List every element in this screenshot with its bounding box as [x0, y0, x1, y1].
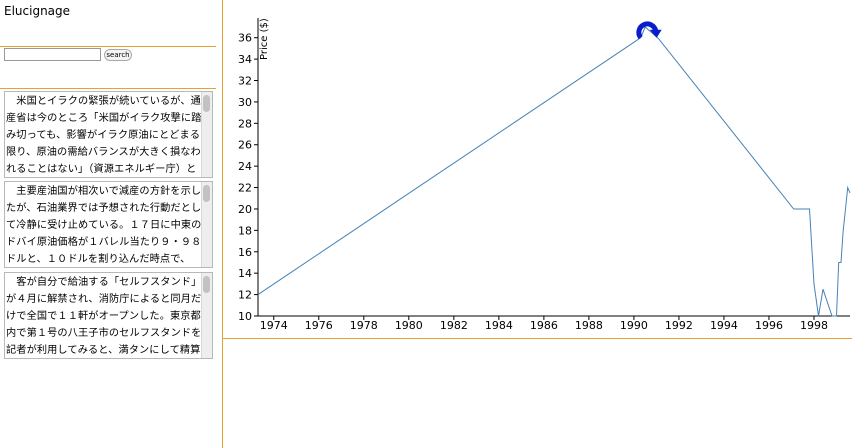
search-divider: [0, 88, 216, 89]
y-tick-label: 20: [238, 203, 252, 216]
y-tick-label: 26: [238, 139, 252, 152]
article-scrollbar[interactable]: [201, 92, 212, 177]
article-scrollbar[interactable]: [201, 273, 212, 358]
scroll-thumb[interactable]: [203, 95, 210, 112]
x-tick-label: 1982: [440, 319, 468, 332]
series-layer: [257, 26, 851, 317]
x-tick-label: 1992: [665, 319, 693, 332]
y-tick-label: 10: [238, 310, 252, 323]
y-tick-label: 16: [238, 246, 252, 259]
app-title: Elucignage: [4, 4, 71, 18]
x-tick-label: 1994: [710, 319, 738, 332]
x-axis: 1974 1976 1978 1980 1982 1984 1986 1988 1990 1992…: [258, 315, 850, 332]
article-item[interactable]: 客が自分で給油する「セルフスタンド」が４月に解禁され、消防庁によると同月だけで全…: [4, 272, 213, 359]
x-tick-label: 1976: [305, 319, 333, 332]
x-tick-label: 1974: [260, 319, 288, 332]
y-axis: 10 12 14 16 18 20 22 24 26 28 30 32 34 36: [238, 18, 259, 323]
clockwise-arrow-icon[interactable]: [636, 21, 662, 40]
y-tick-label: 24: [238, 160, 252, 173]
x-tick-label: 1984: [485, 319, 513, 332]
x-tick-label: 1986: [530, 319, 558, 332]
x-tick-label: 1988: [575, 319, 603, 332]
article-text: 米国とイラクの緊張が続いているが、通産省は今のところ「米国がイラク攻撃に踏み切っ…: [6, 96, 202, 175]
x-tick-label: 1996: [755, 319, 783, 332]
article-item[interactable]: 米国とイラクの緊張が続いているが、通産省は今のところ「米国がイラク攻撃に踏み切っ…: [4, 91, 213, 178]
header-divider: [0, 46, 216, 47]
y-tick-label: 34: [238, 53, 252, 66]
y-tick-label: 30: [238, 96, 252, 109]
search-input[interactable]: [4, 48, 101, 61]
arrow-arc: [636, 21, 659, 40]
x-tick-label: 1990: [620, 319, 648, 332]
y-tick-label: 32: [238, 75, 252, 88]
article-item[interactable]: 主要産油国が相次いで減産の方針を示したが、石油業界では予想された行動だとして冷静…: [4, 181, 213, 268]
article-text: 客が自分で給油する「セルフスタンド」が４月に解禁され、消防庁によると同月だけで全…: [6, 277, 202, 356]
article-scrollbar[interactable]: [201, 182, 212, 267]
price-chart[interactable]: 1974 1976 1978 1980 1982 1984 1986 1988 1990 1992…: [223, 0, 852, 338]
panel-divider: [222, 0, 223, 448]
search-button[interactable]: search: [104, 49, 132, 61]
y-tick-label: 12: [238, 289, 252, 302]
y-tick-label: 14: [238, 267, 252, 280]
y-axis-title: Price ($): [259, 18, 270, 60]
y-tick-label: 18: [238, 224, 252, 237]
arrow-head: [649, 29, 662, 38]
x-tick-label: 1978: [350, 319, 378, 332]
scroll-thumb[interactable]: [203, 276, 210, 293]
x-tick-label: 1980: [395, 319, 423, 332]
chart-bottom-divider: [223, 338, 852, 339]
x-tick-label: 1998: [800, 319, 828, 332]
series-line: [257, 26, 851, 317]
y-tick-label: 22: [238, 182, 252, 195]
article-text: 主要産油国が相次いで減産の方針を示したが、石油業界では予想された行動だとして冷静…: [6, 186, 202, 265]
y-tick-label: 28: [238, 117, 252, 130]
scroll-thumb[interactable]: [203, 185, 210, 202]
y-tick-label: 36: [238, 32, 252, 45]
